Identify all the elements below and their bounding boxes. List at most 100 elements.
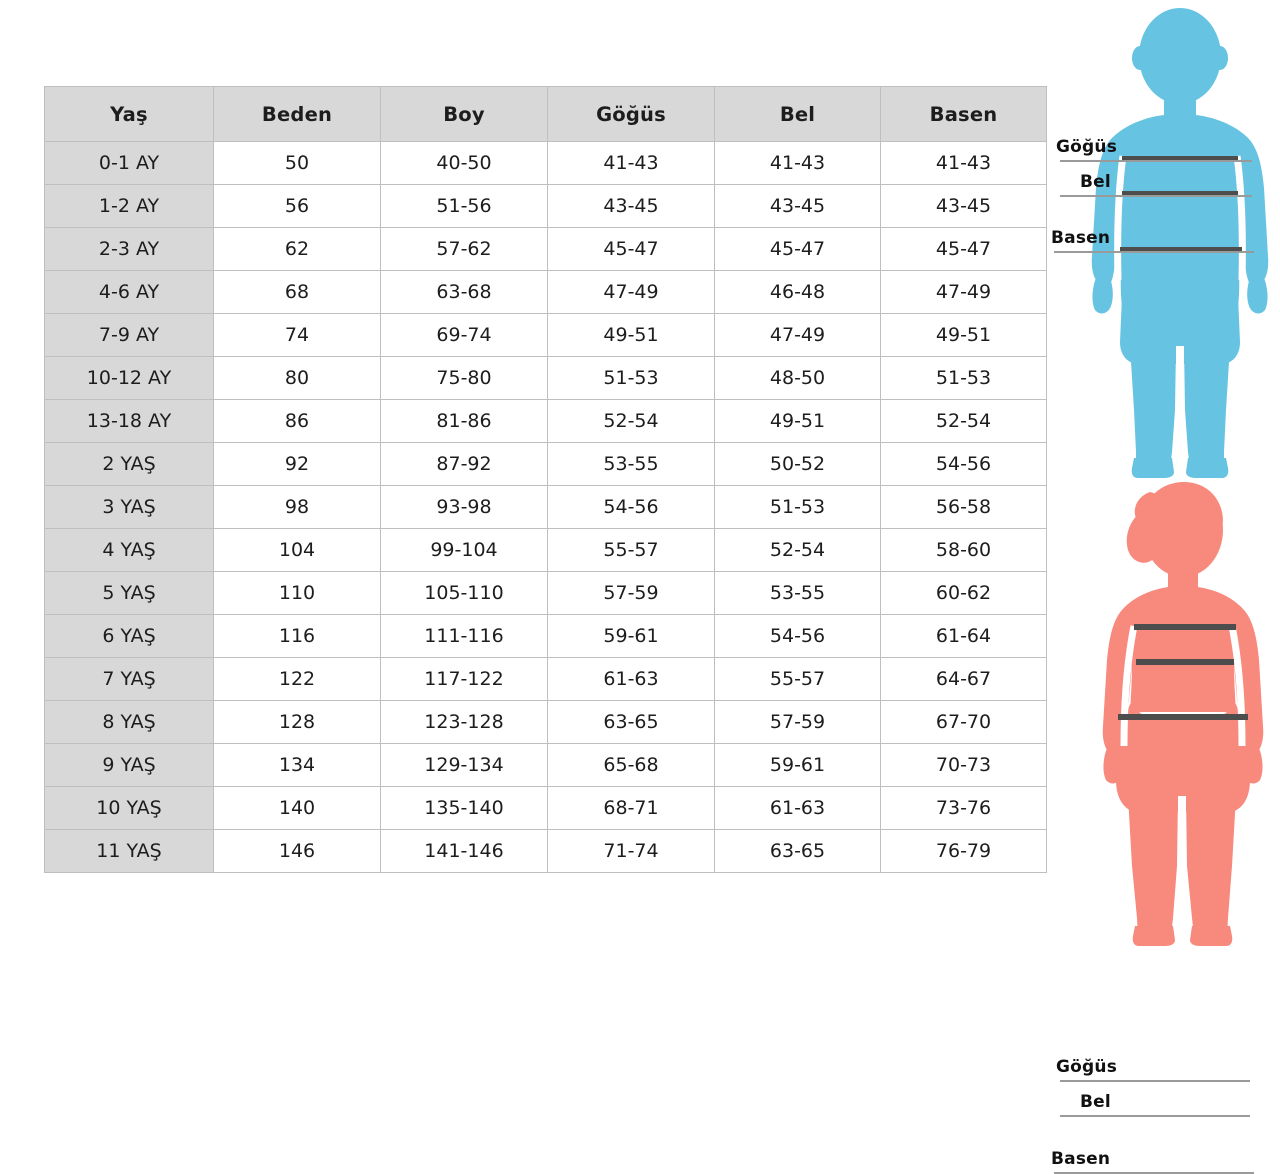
cell-beden: 74	[213, 313, 381, 357]
column-header-basen: Basen	[880, 86, 1047, 142]
cell-bel: 57-59	[714, 700, 881, 744]
boy-waist-label: Bel	[1080, 172, 1111, 192]
cell-basen: 76-79	[880, 829, 1047, 873]
boy-body-silhouette	[1091, 8, 1269, 478]
cell-beden: 140	[213, 786, 381, 830]
cell-bel: 53-55	[714, 571, 881, 615]
cell-bel: 55-57	[714, 657, 881, 701]
cell-age: 5 YAŞ	[44, 571, 214, 615]
cell-boy: 63-68	[380, 270, 548, 314]
cell-age: 11 YAŞ	[44, 829, 214, 873]
cell-bel: 41-43	[714, 141, 881, 185]
cell-age: 2-3 AY	[44, 227, 214, 271]
cell-boy: 105-110	[380, 571, 548, 615]
cell-boy: 141-146	[380, 829, 548, 873]
cell-age: 1-2 AY	[44, 184, 214, 228]
cell-basen: 58-60	[880, 528, 1047, 572]
table-row: 2 YAŞ 92 87-92 53-55 50-52 54-56	[44, 442, 1047, 486]
table-header-row: Yaş Beden Boy Göğüs Bel Basen	[44, 86, 1047, 142]
cell-beden: 68	[213, 270, 381, 314]
boy-waist-measure-line	[1122, 191, 1238, 197]
size-chart-table: Yaş Beden Boy Göğüs Bel Basen 0-1 AY 50 40…	[44, 86, 1047, 873]
cell-gogus: 45-47	[547, 227, 715, 271]
table-row: 13-18 AY 86 81-86 52-54 49-51 52-54	[44, 399, 1047, 443]
cell-beden: 62	[213, 227, 381, 271]
cell-bel: 52-54	[714, 528, 881, 572]
girl-chest-measure-line	[1134, 624, 1236, 630]
cell-bel: 59-61	[714, 743, 881, 787]
cell-beden: 86	[213, 399, 381, 443]
table-header: Yaş Beden Boy Göğüs Bel Basen	[44, 86, 1047, 142]
table-row: 2-3 AY 62 57-62 45-47 45-47 45-47	[44, 227, 1047, 271]
cell-bel: 61-63	[714, 786, 881, 830]
cell-gogus: 52-54	[547, 399, 715, 443]
cell-boy: 111-116	[380, 614, 548, 658]
cell-age: 4 YAŞ	[44, 528, 214, 572]
cell-beden: 92	[213, 442, 381, 486]
cell-bel: 46-48	[714, 270, 881, 314]
cell-basen: 60-62	[880, 571, 1047, 615]
cell-beden: 134	[213, 743, 381, 787]
cell-boy: 117-122	[380, 657, 548, 701]
table-row: 9 YAŞ 134 129-134 65-68 59-61 70-73	[44, 743, 1047, 787]
cell-bel: 49-51	[714, 399, 881, 443]
boy-figure-block: Göğüs Bel Basen	[1046, 6, 1280, 480]
cell-bel: 51-53	[714, 485, 881, 529]
boy-waist-leader-line	[1060, 195, 1252, 197]
cell-gogus: 43-45	[547, 184, 715, 228]
cell-beden: 122	[213, 657, 381, 701]
cell-basen: 45-47	[880, 227, 1047, 271]
cell-age: 7 YAŞ	[44, 657, 214, 701]
table-row: 8 YAŞ 128 123-128 63-65 57-59 67-70	[44, 700, 1047, 744]
table-row: 4-6 AY 68 63-68 47-49 46-48 47-49	[44, 270, 1047, 314]
column-header-boy: Boy	[380, 86, 548, 142]
cell-boy: 69-74	[380, 313, 548, 357]
cell-gogus: 49-51	[547, 313, 715, 357]
cell-gogus: 51-53	[547, 356, 715, 400]
cell-age: 10 YAŞ	[44, 786, 214, 830]
cell-gogus: 41-43	[547, 141, 715, 185]
column-header-gogus: Göğüs	[547, 86, 715, 142]
body-figures-panel: Göğüs Bel Basen	[1046, 0, 1280, 1174]
cell-bel: 63-65	[714, 829, 881, 873]
cell-basen: 70-73	[880, 743, 1047, 787]
cell-basen: 52-54	[880, 399, 1047, 443]
cell-beden: 56	[213, 184, 381, 228]
table-row: 11 YAŞ 146 141-146 71-74 63-65 76-79	[44, 829, 1047, 873]
cell-gogus: 61-63	[547, 657, 715, 701]
cell-basen: 56-58	[880, 485, 1047, 529]
cell-basen: 51-53	[880, 356, 1047, 400]
cell-age: 9 YAŞ	[44, 743, 214, 787]
cell-age: 6 YAŞ	[44, 614, 214, 658]
cell-boy: 81-86	[380, 399, 548, 443]
cell-beden: 50	[213, 141, 381, 185]
cell-boy: 99-104	[380, 528, 548, 572]
cell-boy: 135-140	[380, 786, 548, 830]
boy-hip-label: Basen	[1051, 228, 1111, 248]
cell-age: 2 YAŞ	[44, 442, 214, 486]
cell-age: 3 YAŞ	[44, 485, 214, 529]
cell-gogus: 53-55	[547, 442, 715, 486]
cell-basen: 73-76	[880, 786, 1047, 830]
boy-chest-measure-line	[1122, 156, 1238, 162]
girl-body-silhouette	[1102, 482, 1264, 946]
table-row: 10-12 AY 80 75-80 51-53 48-50 51-53	[44, 356, 1047, 400]
cell-boy: 40-50	[380, 141, 548, 185]
cell-age: 7-9 AY	[44, 313, 214, 357]
table-row: 7-9 AY 74 69-74 49-51 47-49 49-51	[44, 313, 1047, 357]
cell-beden: 146	[213, 829, 381, 873]
girl-figure-block: Göğüs Bel Basen	[1046, 474, 1280, 1174]
cell-basen: 54-56	[880, 442, 1047, 486]
cell-boy: 51-56	[380, 184, 548, 228]
girl-hip-label: Basen	[1051, 1149, 1111, 1169]
cell-beden: 116	[213, 614, 381, 658]
cell-basen: 64-67	[880, 657, 1047, 701]
cell-beden: 128	[213, 700, 381, 744]
cell-basen: 67-70	[880, 700, 1047, 744]
column-header-beden: Beden	[213, 86, 381, 142]
cell-age: 13-18 AY	[44, 399, 214, 443]
girl-chest-label: Göğüs	[1056, 1057, 1118, 1077]
cell-basen: 49-51	[880, 313, 1047, 357]
cell-gogus: 68-71	[547, 786, 715, 830]
cell-gogus: 59-61	[547, 614, 715, 658]
